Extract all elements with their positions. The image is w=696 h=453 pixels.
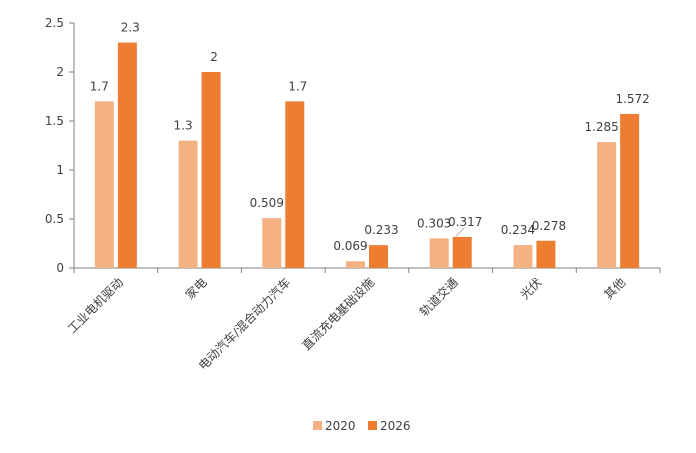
y-axis: 0 0.5 1 1.5 2 2.5 (45, 16, 75, 275)
bar-2020-3 (346, 261, 365, 268)
data-label-2020-6: 1.285 (584, 120, 618, 134)
bar-2020-6 (597, 142, 617, 268)
category-label-1: 家电 (182, 275, 210, 303)
legend: 2020 2026 (313, 419, 411, 433)
bars (94, 42, 640, 269)
bar-2026-0 (117, 42, 137, 268)
data-label-2020-2: 0.509 (250, 196, 284, 210)
legend-label-2020: 2020 (325, 419, 356, 433)
bar-2026-6 (620, 113, 640, 268)
category-label-6: 其他 (601, 275, 628, 302)
bar-2020-2 (262, 218, 282, 268)
data-label-2026-0: 2.3 (121, 21, 140, 35)
data-label-2026-4: 0.317 (448, 215, 482, 229)
y-tick-label: 1 (56, 163, 64, 177)
y-tick-label: 2 (56, 65, 64, 79)
category-label-3: 直流充电基础设施 (299, 275, 377, 353)
legend-swatch-2020 (313, 421, 322, 430)
bar-2026-1 (201, 72, 221, 268)
bar-2020-4 (429, 238, 449, 268)
bar-2026-2 (285, 101, 305, 269)
data-label-2026-5: 0.278 (532, 219, 566, 233)
data-label-2026-2: 1.7 (288, 79, 307, 93)
x-axis (73, 267, 661, 273)
bar-2026-3 (369, 245, 388, 268)
data-label-2026-6: 1.572 (615, 92, 649, 106)
legend-label-2026: 2026 (380, 419, 411, 433)
leader-line (455, 227, 465, 237)
data-label-2020-1: 1.3 (174, 119, 193, 133)
legend-swatch-2026 (368, 421, 377, 430)
y-tick-label: 2.5 (45, 16, 64, 30)
data-label-2020-4: 0.303 (417, 216, 451, 230)
y-tick-label: 0 (56, 261, 64, 275)
category-label-0: 工业电机驱动 (65, 275, 126, 336)
y-tick-label: 0.5 (45, 212, 64, 226)
bar-2020-1 (178, 140, 198, 268)
bar-2026-5 (536, 240, 556, 268)
category-label-5: 光伏 (518, 275, 545, 302)
category-label-2: 电动汽车/混合动力汽车 (195, 275, 293, 373)
data-label-2026-3: 0.233 (364, 223, 398, 237)
data-label-2020-3: 0.069 (333, 239, 367, 253)
bar-2020-0 (94, 101, 114, 269)
data-label-2020-0: 1.7 (90, 79, 109, 93)
category-label-4: 轨道交通 (416, 275, 461, 320)
data-label-2020-5: 0.234 (501, 223, 535, 237)
y-tick-label: 1.5 (45, 114, 64, 128)
data-label-2026-1: 2 (210, 50, 218, 64)
bar-2026-4 (452, 236, 472, 268)
bar-2020-5 (513, 245, 533, 268)
